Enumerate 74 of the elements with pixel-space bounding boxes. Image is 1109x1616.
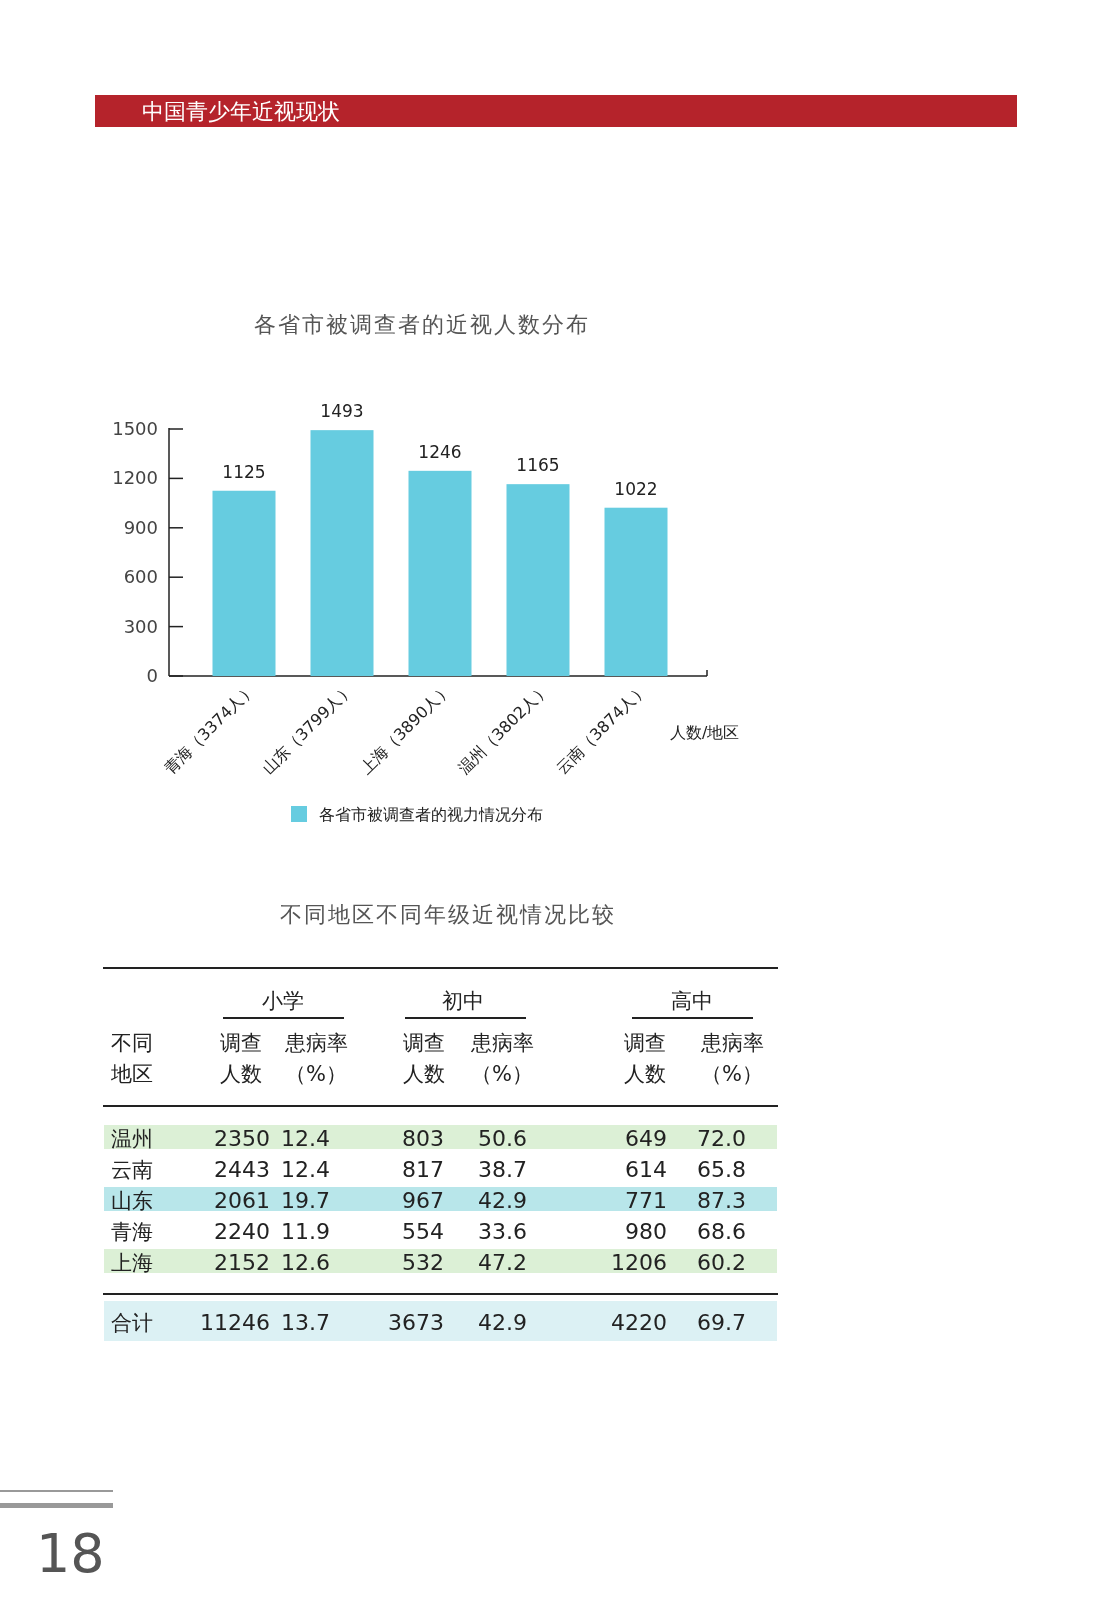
category-label: 青海 — [111, 1220, 153, 1244]
text: 2061 — [214, 1188, 270, 1213]
text: 967 — [402, 1188, 444, 1213]
bar — [604, 507, 668, 676]
text: 小学 — [262, 989, 304, 1013]
text: 50.6 — [478, 1126, 527, 1151]
category-label: 患病率（%） — [699, 1031, 764, 1086]
data-label: 1022 — [614, 478, 658, 499]
text: 2240 — [214, 1219, 270, 1244]
bar — [212, 490, 276, 676]
data-label: 1493 — [320, 401, 364, 422]
category-label: 温州 — [111, 1127, 153, 1151]
text: 3673 — [388, 1310, 444, 1335]
y-tick-label: 300 — [123, 615, 158, 637]
text: 12.4 — [281, 1157, 330, 1182]
category-label: 调查人数 — [624, 1031, 666, 1086]
text: 11.9 — [281, 1219, 330, 1244]
y-tick-label: 1500 — [112, 418, 158, 439]
text: 初中 — [442, 989, 484, 1013]
text: 42.9 — [478, 1188, 527, 1213]
text: 2443 — [214, 1157, 270, 1182]
text: 69.7 — [697, 1310, 746, 1335]
text: 不同地区不同年级近视情况比较 — [280, 902, 616, 927]
legend-label: 各省市被调查者的视力情况分布 — [319, 805, 543, 824]
text: 42.9 — [478, 1310, 527, 1335]
text: 649 — [625, 1126, 667, 1151]
text: 33.6 — [478, 1219, 527, 1244]
text: 12.6 — [281, 1250, 330, 1275]
text: 980 — [625, 1219, 667, 1244]
text: 2152 — [214, 1250, 270, 1275]
text: 554 — [402, 1219, 444, 1244]
text: 18 — [36, 1522, 105, 1585]
category-label: 山东 — [111, 1189, 153, 1213]
text: 614 — [625, 1157, 667, 1182]
text: 4220 — [611, 1310, 667, 1335]
y-tick-label: 900 — [123, 516, 158, 538]
data-label: 1246 — [418, 441, 462, 462]
data-label: 1125 — [222, 461, 266, 482]
text: 65.8 — [697, 1157, 746, 1182]
category-label: 云南 — [111, 1158, 153, 1182]
text: 38.7 — [478, 1157, 527, 1182]
text: 68.6 — [697, 1219, 746, 1244]
text: 不同地区 — [110, 1031, 153, 1086]
y-tick-label: 600 — [123, 566, 158, 588]
text: 2350 — [214, 1126, 270, 1151]
text: 817 — [402, 1157, 444, 1182]
text: 13.7 — [281, 1310, 330, 1335]
text: 60.2 — [697, 1250, 746, 1275]
text: 中国青少年近视现状 — [142, 99, 340, 124]
text: 高中 — [671, 989, 713, 1013]
bar — [506, 484, 570, 676]
text: 72.0 — [697, 1126, 746, 1151]
text: 87.3 — [697, 1188, 746, 1213]
text: 532 — [402, 1250, 444, 1275]
category-label: 患病率（%） — [283, 1031, 348, 1086]
x-axis-title: 人数/地区 — [670, 723, 740, 742]
text: 11246 — [200, 1310, 270, 1335]
category-label: 调查人数 — [220, 1031, 262, 1086]
text: 47.2 — [478, 1250, 527, 1275]
chart-title: 各省市被调查者的近视人数分布 — [254, 312, 590, 337]
y-tick-label: 0 — [146, 665, 158, 686]
bar — [310, 430, 374, 676]
y-tick-label: 1200 — [112, 467, 158, 489]
text: 803 — [402, 1126, 444, 1151]
data-label: 1165 — [516, 455, 560, 476]
text: 19.7 — [281, 1188, 330, 1213]
category-label: 合计 — [111, 1311, 153, 1335]
bar — [408, 470, 472, 676]
text: 12.4 — [281, 1126, 330, 1151]
text: 1206 — [611, 1250, 667, 1275]
category-label: 患病率（%） — [469, 1031, 534, 1086]
category-label: 调查人数 — [403, 1031, 445, 1086]
category-label: 上海 — [111, 1251, 153, 1275]
text: 771 — [625, 1188, 667, 1213]
